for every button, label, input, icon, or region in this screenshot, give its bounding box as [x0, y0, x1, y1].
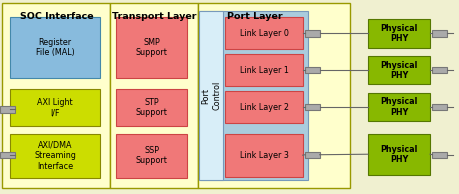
- Text: Port Layer: Port Layer: [227, 12, 282, 21]
- Bar: [10, 17, 100, 78]
- Bar: [431, 152, 446, 158]
- Bar: [0, 106, 15, 113]
- Bar: [431, 30, 446, 36]
- Text: AXI/DMA
Streaming
Interface: AXI/DMA Streaming Interface: [34, 141, 76, 171]
- Bar: [10, 134, 100, 178]
- Text: Port
Control: Port Control: [201, 81, 221, 110]
- Text: Transport Layer: Transport Layer: [112, 12, 196, 21]
- Bar: [367, 56, 429, 84]
- Text: Link Layer 1: Link Layer 1: [239, 66, 288, 75]
- Bar: [304, 104, 319, 110]
- Text: Physical
PHY: Physical PHY: [380, 145, 417, 164]
- Bar: [304, 30, 319, 36]
- Text: Physical
PHY: Physical PHY: [380, 61, 417, 80]
- Text: Link Layer 2: Link Layer 2: [239, 103, 288, 112]
- Text: SOC Interface: SOC Interface: [19, 12, 93, 21]
- Bar: [431, 104, 446, 110]
- Bar: [116, 134, 187, 178]
- Bar: [197, 3, 349, 188]
- Bar: [304, 67, 319, 74]
- Bar: [304, 152, 319, 158]
- Bar: [2, 3, 110, 188]
- Bar: [225, 54, 302, 86]
- Text: AXI Light
I/F: AXI Light I/F: [37, 98, 73, 117]
- Bar: [10, 89, 100, 126]
- Bar: [110, 3, 197, 188]
- Bar: [225, 134, 302, 177]
- Bar: [367, 134, 429, 175]
- Bar: [367, 19, 429, 48]
- Bar: [200, 11, 308, 180]
- Bar: [0, 152, 15, 158]
- Text: STP
Support: STP Support: [135, 98, 167, 117]
- Text: SMP
Support: SMP Support: [135, 38, 167, 57]
- Text: Link Layer 3: Link Layer 3: [239, 151, 288, 160]
- Bar: [431, 67, 446, 74]
- Text: Link Layer 0: Link Layer 0: [239, 29, 288, 38]
- Bar: [225, 91, 302, 123]
- Text: Register
File (MAL): Register File (MAL): [35, 38, 74, 57]
- Text: Physical
PHY: Physical PHY: [380, 24, 417, 43]
- Text: SSP
Support: SSP Support: [135, 146, 167, 165]
- Bar: [225, 17, 302, 49]
- Bar: [116, 17, 187, 78]
- Text: Physical
PHY: Physical PHY: [380, 97, 417, 117]
- Bar: [367, 93, 429, 121]
- Bar: [199, 11, 223, 180]
- Bar: [116, 89, 187, 126]
